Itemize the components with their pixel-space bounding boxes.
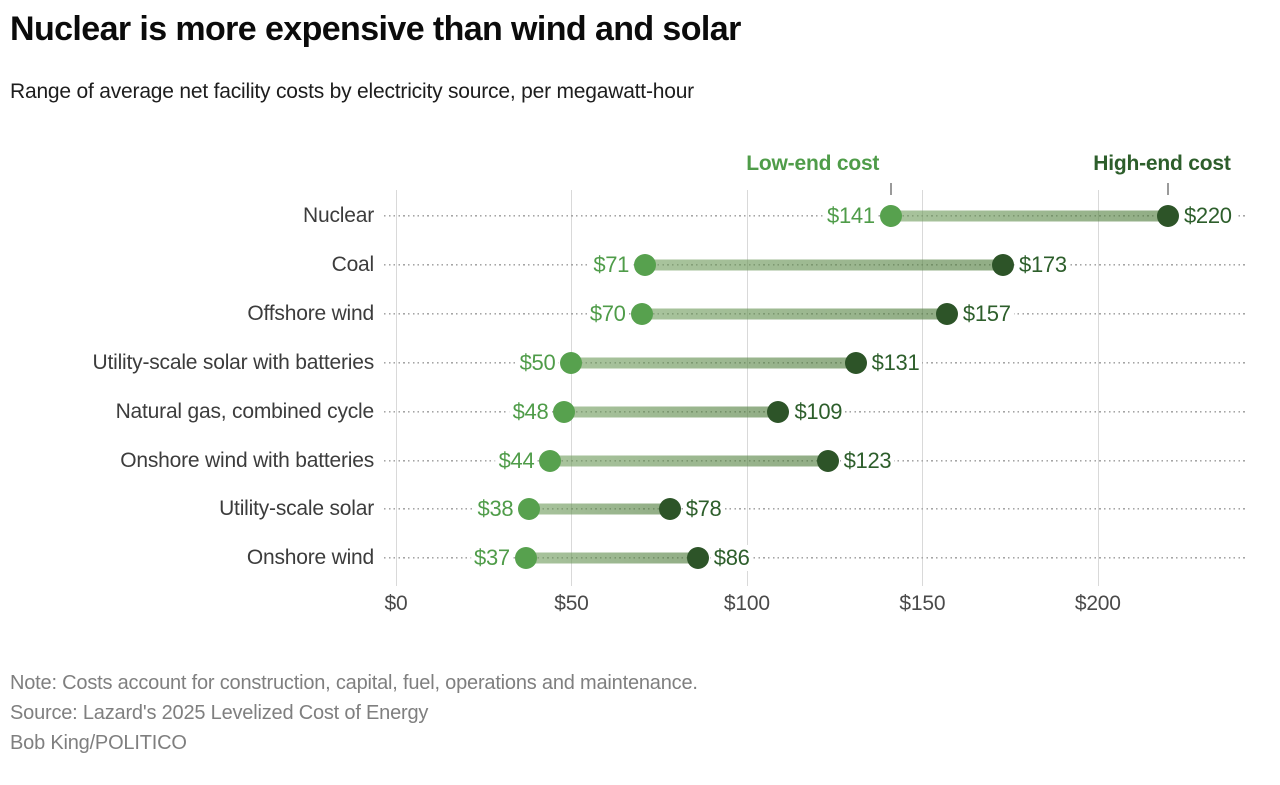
low-end-value-label: $37 [471,545,513,572]
high-end-dot [767,400,790,423]
x-axis-tick-label: $200 [1074,592,1121,615]
gridline-50 [571,190,573,586]
category-label: Offshore wind [247,301,374,325]
category-label: Utility-scale solar with batteries [92,350,375,374]
category-label: Onshore wind with batteries [120,448,374,472]
high-end-value-label: $86 [710,545,753,572]
low-end-value-label: $71 [590,251,633,278]
high-end-value-label: $173 [1016,251,1070,278]
low-end-dot [634,253,657,276]
chart-subtitle: Range of average net facility costs by e… [10,80,694,103]
legend-tick-low [889,183,892,195]
category-label: Onshore wind [246,546,374,570]
low-end-dot [553,400,576,423]
gridline-200 [1097,190,1099,586]
chart-footer: Note: Costs account for construction, ca… [10,668,698,758]
footer-note: Note: Costs account for construction, ca… [10,672,698,694]
x-axis-tick-label: $0 [384,592,408,615]
legend-low-end-cost: Low-end cost [746,152,880,175]
row-leader-dotted-line [384,215,1248,217]
low-end-dot [539,449,562,472]
high-end-dot [1156,205,1179,227]
low-end-dot [518,498,541,521]
high-end-value-label: $109 [791,398,846,425]
legend-high-end-cost: High-end cost [1093,152,1231,175]
x-axis-tick-label: $150 [899,592,946,615]
high-end-value-label: $220 [1180,203,1235,229]
row-leader-dotted-line [384,557,1248,560]
high-end-dot [816,449,839,472]
low-end-value-label: $44 [495,447,538,474]
low-end-value-label: $141 [824,203,878,229]
low-end-dot [630,302,653,325]
high-end-value-label: $131 [868,349,923,376]
high-end-value-label: $157 [959,300,1014,327]
low-end-value-label: $38 [474,496,517,523]
gridline-0 [396,190,397,586]
high-end-dot [992,253,1015,276]
high-end-value-label: $78 [682,496,725,523]
range-bar [529,503,670,515]
gridline-150 [922,190,924,586]
high-end-dot [658,498,681,521]
range-bar [641,308,947,320]
row-leader-dotted-line [384,508,1248,511]
footer-source: Source: Lazard's 2025 Levelized Cost of … [10,702,429,724]
high-end-dot [935,302,958,325]
legend-tick-high [1166,183,1169,195]
range-bar [525,552,698,564]
range-bar [890,210,1168,222]
category-label: Coal [331,252,375,276]
footer-credit: Bob King/POLITICO [10,732,187,754]
category-label: Utility-scale solar [219,497,374,521]
high-end-value-label: $123 [840,447,895,474]
x-axis-tick-label: $100 [723,592,770,615]
low-end-dot [560,351,583,374]
low-end-dot [879,205,902,227]
range-bar [564,406,779,418]
low-end-value-label: $70 [586,300,629,327]
range-bar [550,455,828,466]
low-end-dot [514,547,537,570]
gridline-100 [746,190,748,586]
chart-title: Nuclear is more expensive than wind and … [10,10,741,48]
low-end-value-label: $50 [516,349,559,376]
low-end-value-label: $48 [509,398,552,425]
range-bar [571,357,856,369]
x-axis-tick-label: $50 [554,592,589,615]
category-label: Nuclear [303,204,374,227]
high-end-dot [686,547,709,570]
range-bar [645,259,1004,271]
high-end-dot [844,351,867,374]
category-label: Natural gas, combined cycle [115,399,375,423]
